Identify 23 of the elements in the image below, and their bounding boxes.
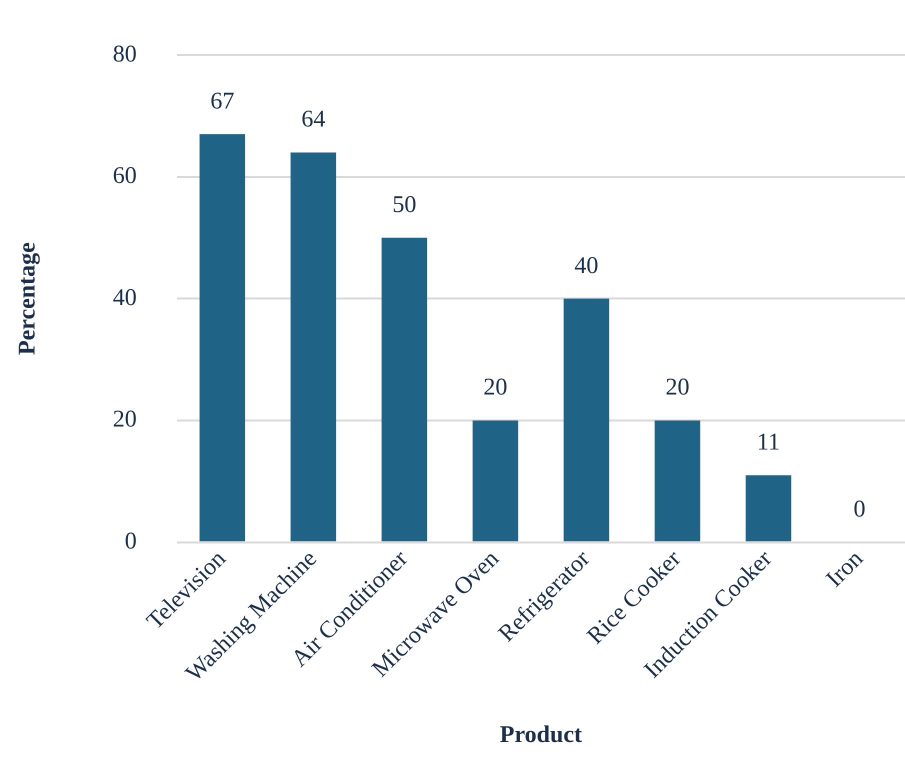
x-tick-label: Iron [822, 546, 868, 592]
bar [472, 420, 518, 542]
bar [564, 298, 610, 542]
x-axis-title: Product [500, 722, 582, 748]
y-tick-label: 60 [112, 163, 137, 190]
y-tick-label: 80 [112, 41, 137, 68]
data-label: 11 [756, 430, 780, 456]
bar [382, 238, 428, 542]
bar [200, 134, 246, 542]
data-label: 0 [853, 496, 866, 523]
data-label: 20 [665, 374, 690, 401]
bar [290, 152, 336, 542]
y-tick-label: 0 [124, 528, 137, 555]
y-tick-label: 40 [112, 284, 137, 311]
data-label: 67 [210, 88, 234, 114]
data-label: 64 [301, 106, 326, 133]
bar [746, 475, 792, 542]
bar [654, 420, 700, 542]
data-label: 50 [392, 192, 416, 218]
y-tick-label: 20 [112, 406, 137, 433]
data-label: 40 [574, 252, 598, 279]
y-axis-title: Percentage [14, 242, 41, 356]
data-label: 20 [483, 374, 508, 401]
